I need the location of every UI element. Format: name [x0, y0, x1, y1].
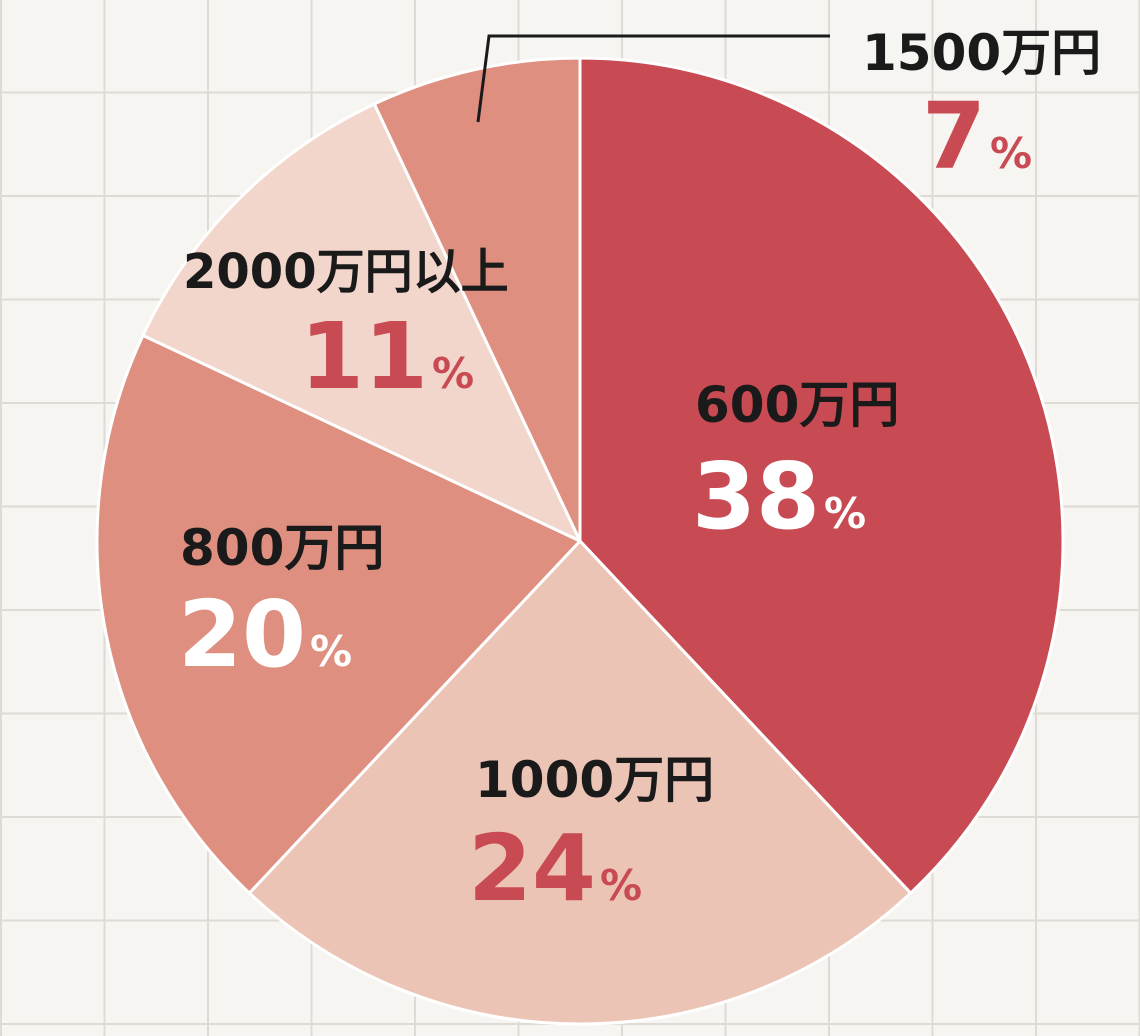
- pie-slice-4: [372, 56, 582, 543]
- value-unit: %: [990, 129, 1032, 178]
- slice-label-1000: 1000万円: [475, 751, 714, 809]
- slice-value-800: 20%: [178, 581, 352, 688]
- pie-slice-0: [578, 56, 1065, 895]
- value-number: 20: [178, 581, 306, 688]
- value-unit: %: [824, 489, 866, 538]
- pie-slice-2: [95, 333, 582, 895]
- callout-leader-line: [476, 34, 830, 123]
- value-unit: %: [600, 861, 642, 910]
- slice-value-1000: 24%: [468, 815, 642, 922]
- pie-slice-1: [247, 539, 913, 1026]
- value-number: 7: [922, 83, 986, 190]
- slice-label-600: 600万円: [695, 376, 899, 434]
- slice-label-2000: 2000万円以上: [183, 244, 509, 300]
- slice-value-600: 38%: [692, 443, 866, 550]
- slice-label-1500: 1500万円: [862, 24, 1101, 82]
- value-number: 24: [468, 815, 596, 922]
- value-unit: %: [432, 349, 474, 398]
- value-number: 38: [692, 443, 820, 550]
- pie-slice-3: [141, 102, 582, 543]
- pie-slices: [95, 56, 1065, 1026]
- value-unit: %: [310, 627, 352, 676]
- slice-value-2000: 11%: [300, 303, 474, 410]
- value-number: 11: [300, 303, 428, 410]
- slice-label-800: 800万円: [180, 519, 384, 577]
- slice-value-1500: 7%: [922, 83, 1032, 190]
- leader-line-group: [476, 34, 830, 123]
